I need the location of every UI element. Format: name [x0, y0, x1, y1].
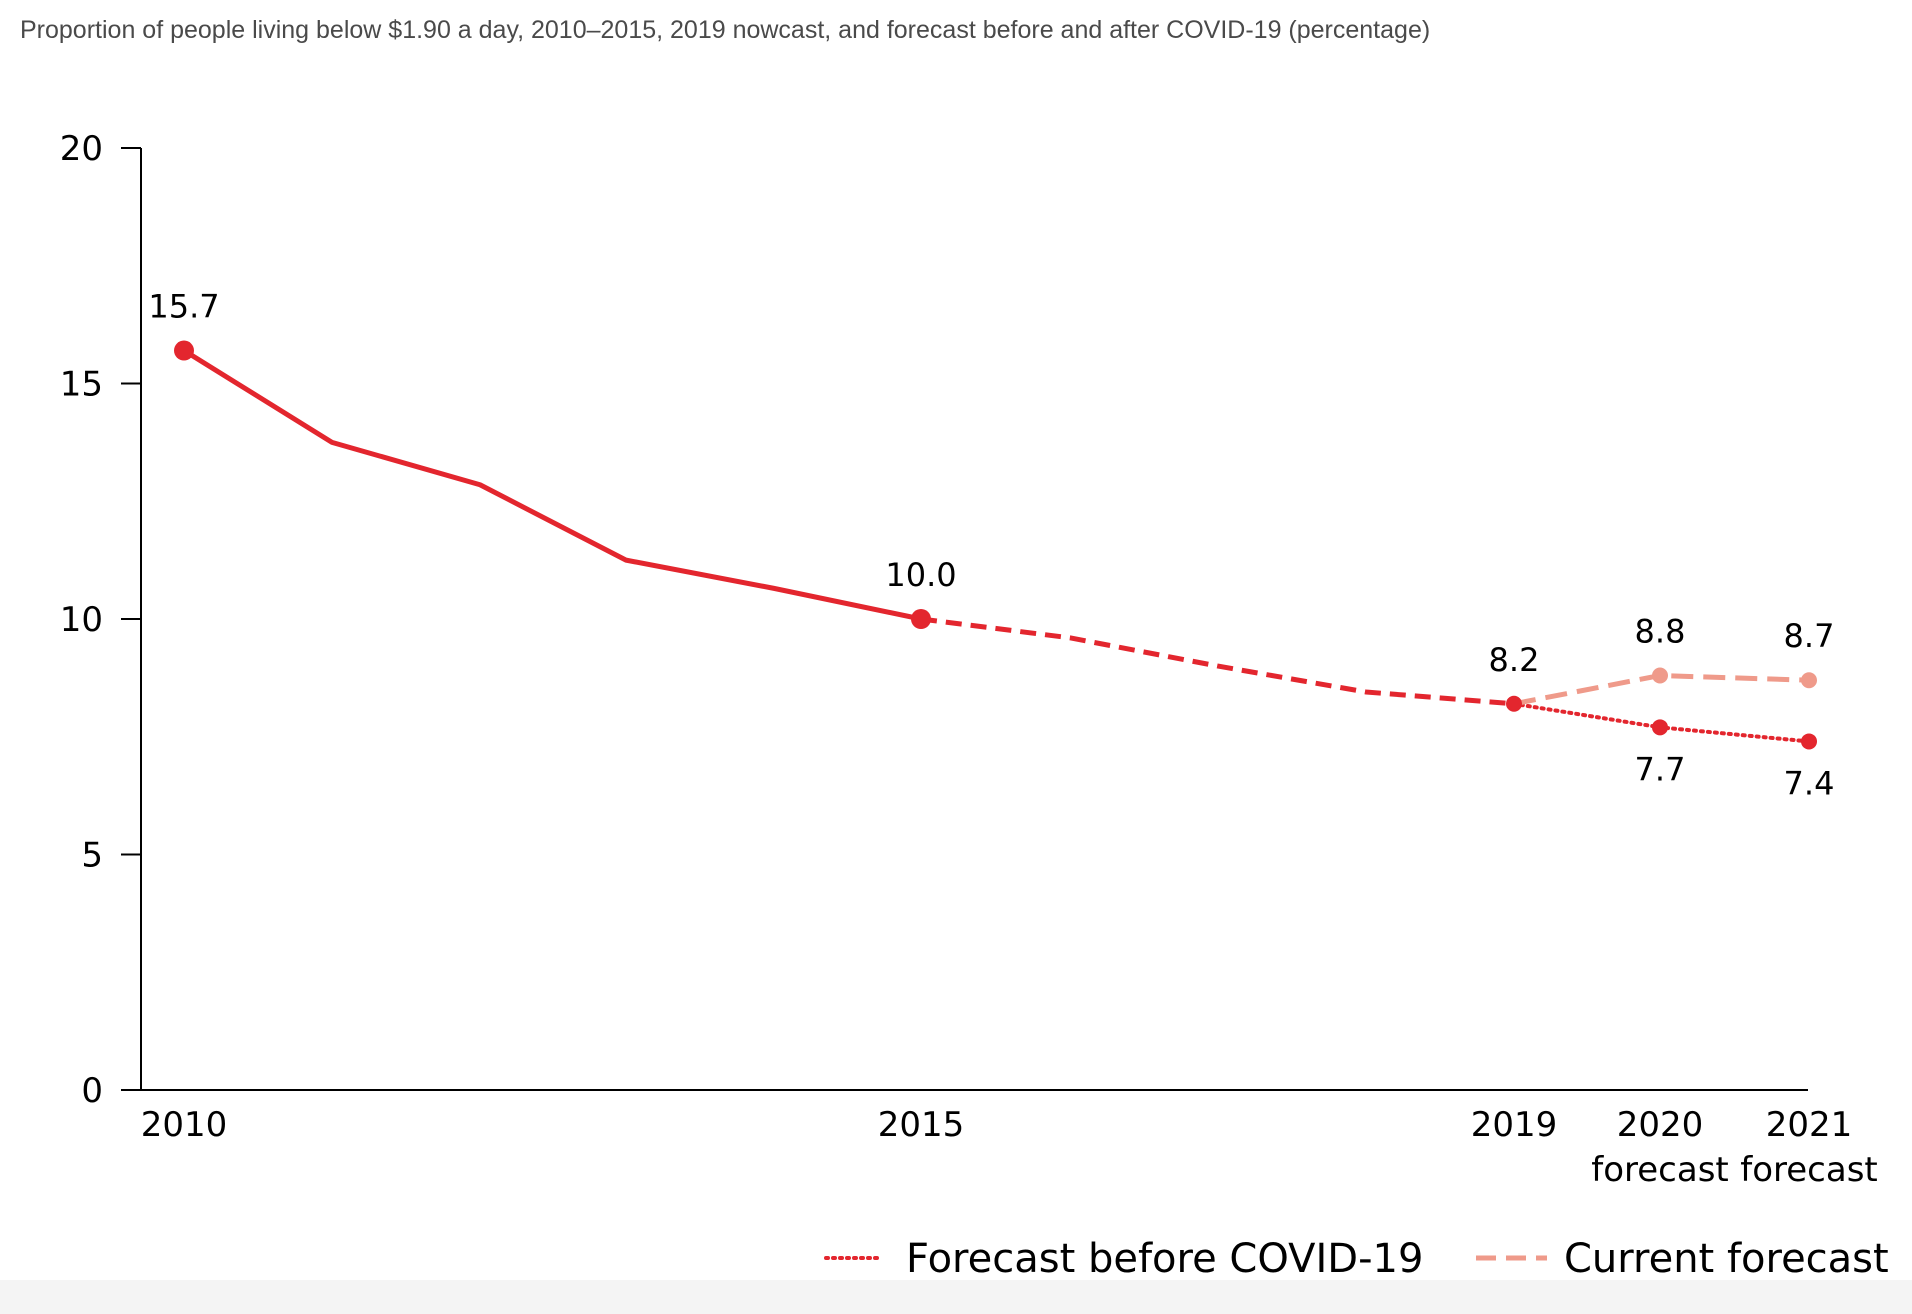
- x-tick-label: forecast: [1591, 1150, 1729, 1190]
- legend-label: Current forecast: [1564, 1236, 1889, 1282]
- axes: 0 5 10 15 20 2010 2015 2019 2020 forecast 2021 fore…: [60, 129, 1878, 1190]
- data-label: 8.2: [1489, 641, 1540, 679]
- data-point-marker: [1506, 695, 1522, 712]
- series-line-nowcast: [920, 616, 1515, 707]
- y-tick-label: 15: [60, 365, 103, 405]
- data-label: 8.7: [1784, 617, 1835, 655]
- y-tick-label: 0: [81, 1071, 103, 1111]
- y-tick-label: 5: [81, 836, 103, 876]
- data-label: 7.4: [1784, 764, 1835, 802]
- data-point-marker: [1652, 719, 1668, 736]
- legend: Forecast before COVID-19 Current forecast: [824, 1236, 1889, 1282]
- bottom-strip: [0, 1280, 1912, 1314]
- legend-label: Forecast before COVID-19: [906, 1236, 1423, 1282]
- x-tick-label: 2019: [1471, 1105, 1558, 1145]
- y-tick-label: 20: [60, 129, 103, 169]
- x-tick-label: forecast: [1740, 1150, 1878, 1190]
- data-label: 10.0: [885, 556, 956, 594]
- x-tick-label: 2015: [878, 1105, 965, 1145]
- chart-title: Proportion of people living below $1.90 …: [20, 16, 1431, 44]
- y-tick-label: 10: [60, 600, 103, 640]
- data-label: 8.8: [1635, 613, 1686, 651]
- data-point-marker: [174, 340, 194, 361]
- data-label: 15.7: [148, 288, 219, 326]
- data-point-marker: [1801, 733, 1817, 750]
- data-point-marker: [1801, 672, 1817, 689]
- x-tick-label: 2021: [1766, 1105, 1853, 1145]
- data-labels: 15.7 10.0 8.2 8.8 8.7 7.7 7.4: [148, 288, 1834, 803]
- data-point-marker: [1652, 667, 1668, 684]
- x-tick-label: 2010: [141, 1105, 228, 1145]
- x-tick-label: 2020: [1617, 1105, 1704, 1145]
- markers-layer: [174, 340, 1817, 750]
- series-line-observed: [182, 348, 922, 622]
- data-label: 7.7: [1635, 750, 1686, 788]
- data-point-marker: [911, 609, 931, 629]
- series-layer: [182, 348, 1811, 744]
